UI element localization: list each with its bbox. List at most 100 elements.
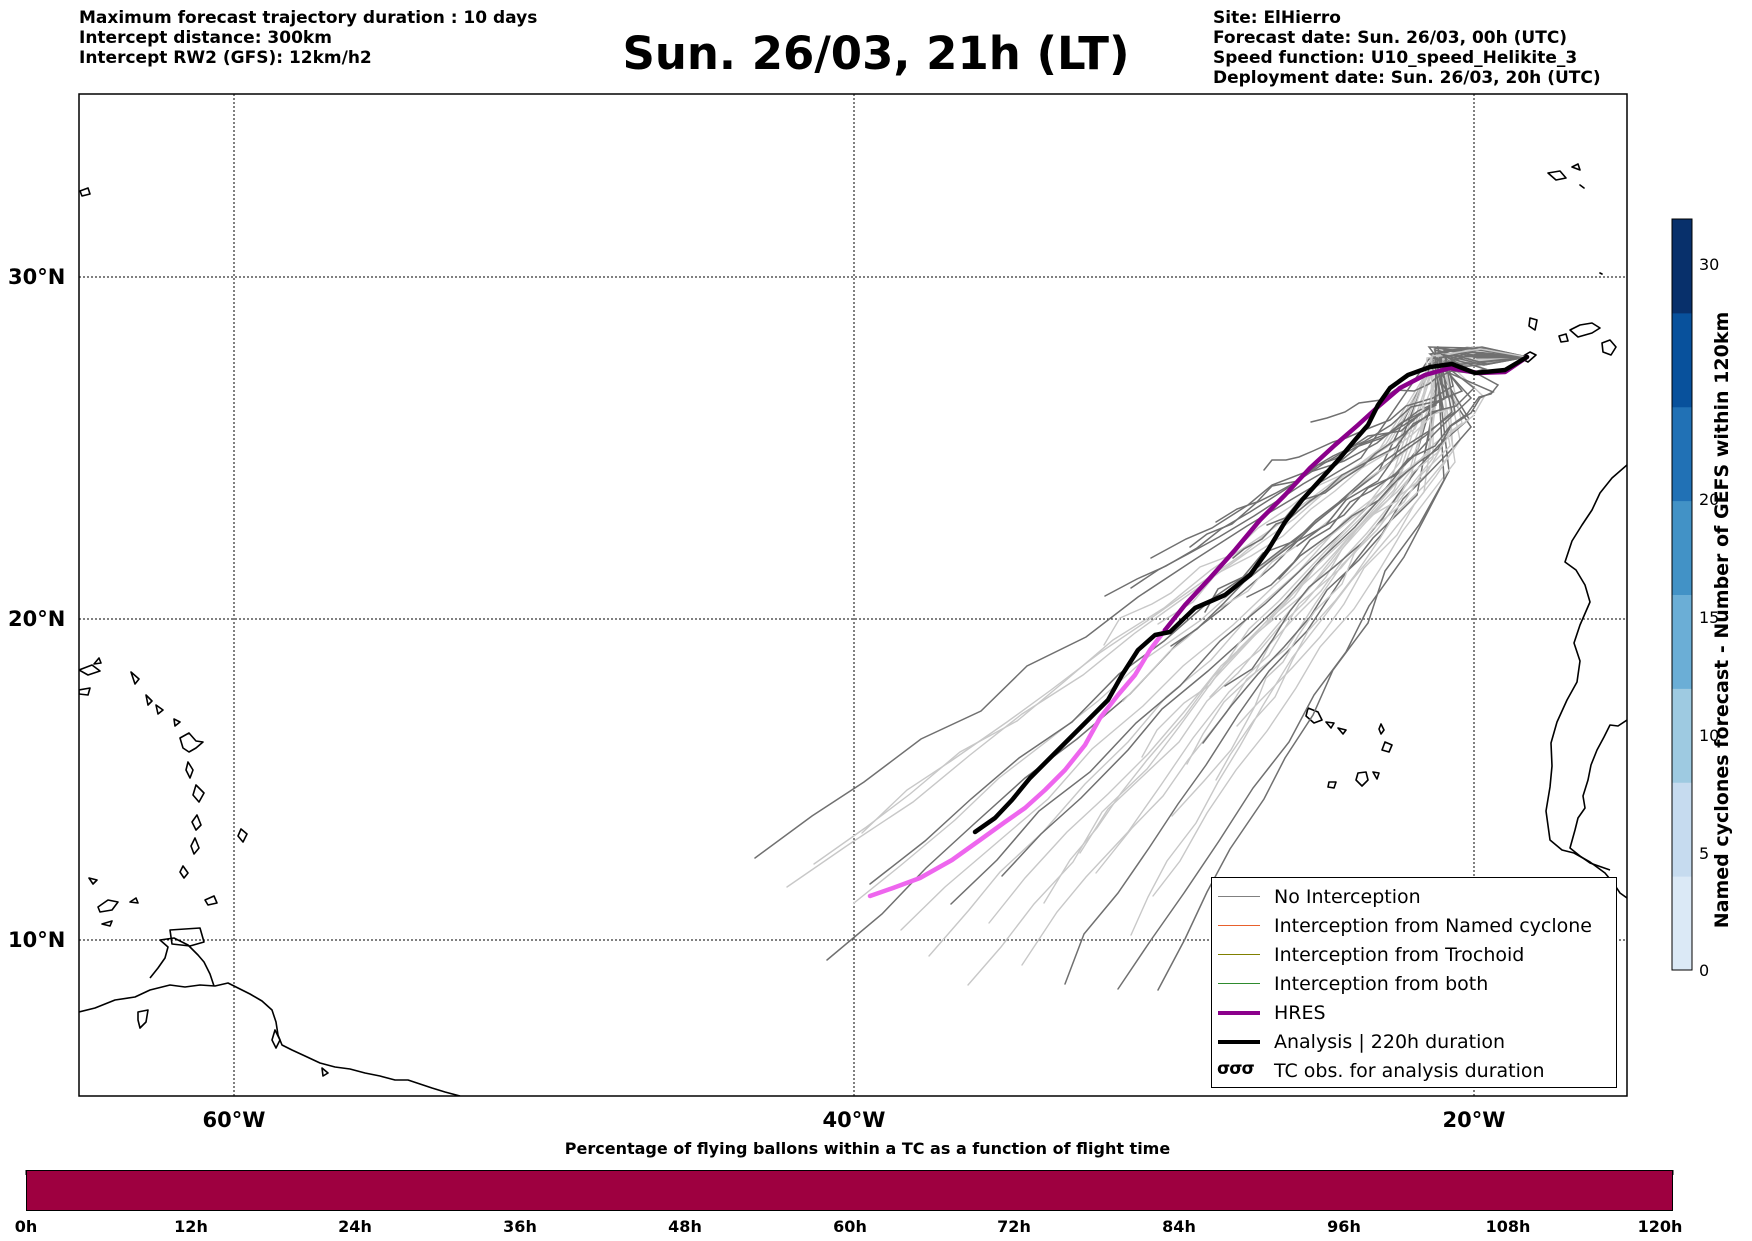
colorbar-label-text: Named cyclones forecast - Number of GEFS… — [1711, 311, 1733, 929]
lesser-antilles — [179, 732, 248, 879]
legend-line — [1218, 896, 1260, 898]
intercept-rw2-text: Intercept RW2 (GFS): 12km/h2 — [79, 48, 372, 68]
colorbar-segment — [1672, 406, 1692, 502]
colorbar-segment — [1672, 594, 1692, 689]
africa-west-coast — [1545, 464, 1627, 899]
deployment-date-text: Deployment date: Sun. 26/03, 20h (UTC) — [1213, 68, 1601, 88]
colorbar-segment — [1672, 782, 1692, 877]
ensemble-trajectory — [869, 347, 1528, 885]
max-duration-text: Maximum forecast trajectory duration : 1… — [79, 8, 538, 28]
lon-label-20w: 20°W — [1442, 1108, 1506, 1132]
legend-label: HRES — [1274, 1002, 1326, 1024]
bottom-tick-120h: 120h — [1637, 1217, 1683, 1236]
colorbar-tick-30: 30 — [1699, 255, 1720, 274]
site-text: Site: ElHierro — [1213, 8, 1341, 28]
bottom-tick-108h: 108h — [1485, 1217, 1531, 1236]
cape-verde-islands — [1305, 707, 1393, 789]
legend-line — [1218, 925, 1260, 927]
ensemble-trajectory — [786, 353, 1528, 888]
ensemble-trajectory — [1130, 349, 1528, 936]
lon-label-60w: 60°W — [202, 1108, 266, 1132]
analysis-trajectory — [972, 354, 1530, 835]
bottom-tick-36h: 36h — [503, 1217, 537, 1236]
legend-line — [1218, 954, 1260, 956]
bottom-tick-84h: 84h — [1162, 1217, 1196, 1236]
northwest-island — [79, 187, 91, 197]
legend-item-analysis: Analysis | 220h duration — [1212, 1028, 1612, 1057]
legend-item-tc-obs: σσσ TC obs. for analysis duration — [1212, 1057, 1612, 1086]
ensemble-trajectory — [754, 355, 1528, 859]
ensemble-trajectory — [1209, 356, 1528, 698]
ensemble-trajectory — [1103, 347, 1528, 646]
legend-item-named-cyclone: Interception from Named cyclone — [1212, 912, 1612, 941]
ensemble-trajectory — [928, 352, 1528, 957]
legend-label: No Interception — [1274, 886, 1421, 908]
legend-line — [1218, 983, 1260, 985]
legend-label: TC obs. for analysis duration — [1274, 1060, 1545, 1082]
ensemble-trajectory — [853, 355, 1528, 904]
intercept-distance-text: Intercept distance: 300km — [79, 28, 332, 48]
bottom-bar-title: Percentage of flying ballons within a TC… — [564, 1139, 1171, 1158]
legend-label: Analysis | 220h duration — [1274, 1031, 1506, 1053]
colorbar-tick-5: 5 — [1699, 844, 1710, 863]
tobago-island — [204, 895, 218, 906]
canary-islands — [1519, 317, 1617, 363]
caribbean-islands-north — [79, 657, 181, 727]
ensemble-trajectory — [1224, 348, 1528, 687]
colorbar-tick-0: 0 — [1699, 961, 1710, 980]
legend-label: Interception from both — [1274, 973, 1489, 995]
tc-percentage-bar — [26, 1170, 1673, 1211]
lat-label-30n: 30°N — [8, 265, 66, 289]
header-left: Maximum forecast trajectory duration : 1… — [79, 8, 537, 68]
legend-label: Interception from Trochoid — [1274, 944, 1525, 966]
ensemble-trajectory — [1204, 347, 1528, 613]
colorbar — [1671, 218, 1693, 971]
ensemble-trajectory — [1141, 348, 1528, 758]
legend-item-no-interception: No Interception — [1212, 883, 1612, 912]
speed-function-text: Speed function: U10_speed_Helikite_3 — [1213, 48, 1578, 68]
legend-line — [1218, 1011, 1260, 1015]
colorbar-tick-15: 15 — [1699, 608, 1720, 627]
gulf-of-paria-coast — [149, 937, 215, 987]
ensemble-trajectory — [1104, 347, 1528, 597]
madeira-island — [1547, 163, 1603, 275]
tc-symbol-icon: σσσ — [1217, 1059, 1255, 1079]
legend-line — [1218, 1040, 1260, 1044]
colorbar-segment — [1672, 500, 1692, 595]
ensemble-trajectory — [1278, 353, 1528, 580]
ensemble-trajectory — [813, 356, 1528, 865]
ensemble-trajectory — [1232, 356, 1528, 559]
page-title: Sun. 26/03, 21h (LT) — [622, 27, 1130, 80]
colorbar-segment — [1672, 312, 1692, 408]
ensemble-trajectory — [1095, 356, 1528, 874]
legend-item-both: Interception from both — [1212, 970, 1612, 999]
hres-early-trajectory — [867, 627, 1168, 899]
leeward-antilles — [88, 877, 139, 927]
ensemble-trajectory — [1152, 346, 1528, 897]
ensemble-trajectory — [1021, 356, 1528, 966]
venezuela-islands — [137, 1009, 329, 1077]
map-legend: No Interception Interception from Named … — [1211, 877, 1617, 1088]
bottom-tick-72h: 72h — [997, 1217, 1031, 1236]
south-america-coast — [79, 982, 461, 1096]
ensemble-trajectory — [950, 353, 1528, 905]
lat-label-10n: 10°N — [8, 928, 66, 952]
ensemble-trajectory — [1263, 347, 1528, 471]
bottom-tick-0h: 0h — [14, 1217, 38, 1236]
africa-coast-detail — [1569, 719, 1627, 871]
legend-label: Interception from Named cyclone — [1274, 915, 1592, 937]
bottom-tick-12h: 12h — [174, 1217, 208, 1236]
coastlines — [79, 163, 1627, 1096]
colorbar-segment — [1672, 876, 1692, 971]
legend-item-trochoid: Interception from Trochoid — [1212, 941, 1612, 970]
bottom-tick-96h: 96h — [1327, 1217, 1361, 1236]
map-frame — [78, 93, 1628, 1097]
colorbar-tick-20: 20 — [1699, 490, 1720, 509]
bottom-tick-60h: 60h — [833, 1217, 867, 1236]
colorbar-segment — [1672, 219, 1692, 314]
ensemble-trajectory — [1296, 353, 1528, 547]
trinidad-island — [169, 927, 205, 947]
lon-label-40w: 40°W — [822, 1108, 886, 1132]
colorbar-tick-10: 10 — [1699, 726, 1720, 745]
